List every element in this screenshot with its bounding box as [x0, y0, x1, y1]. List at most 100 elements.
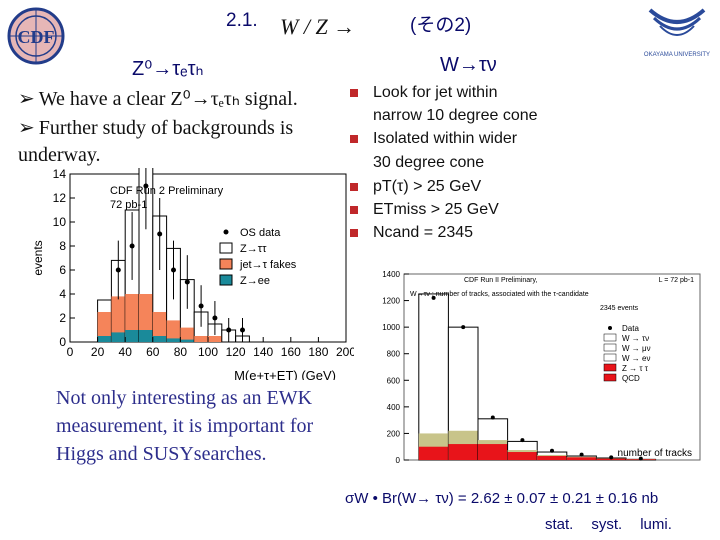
- left-bullet-2-cont: underway.: [18, 144, 101, 166]
- data-point: [609, 455, 614, 460]
- legend-label: Z→ee: [240, 275, 270, 287]
- okayama-logo: OKAYAMA UNIVERSITY: [644, 8, 710, 58]
- data-point: [638, 456, 643, 461]
- x-tick-label: 80: [174, 345, 188, 359]
- y-tick-label: 10: [53, 215, 67, 229]
- x-tick-label: 120: [226, 345, 246, 359]
- data-point: [240, 327, 245, 333]
- bar-jet-fakes: [152, 312, 167, 342]
- right-bullet-1-cont: narrow 10 degree cone: [373, 107, 538, 124]
- legend-label: jet→τ fakes: [239, 259, 297, 271]
- data-point: [129, 243, 135, 249]
- y-tick-label: 200: [387, 429, 401, 438]
- legend-label: W → τν: [622, 334, 649, 343]
- square-bullet-icon: [350, 228, 358, 237]
- left-bullet-2: ➢ Further study of backgrounds is: [18, 115, 293, 140]
- data-point: [212, 315, 218, 321]
- chart-subtitle: W→τν : number of tracks, associated with…: [410, 291, 589, 298]
- bar-zee: [111, 332, 126, 342]
- arrow-bullet-icon: ➢: [18, 117, 35, 139]
- bar-zee: [139, 330, 153, 342]
- legend-swatch: [219, 258, 233, 270]
- bar-zee: [97, 336, 112, 342]
- data-point: [143, 183, 149, 189]
- data-point: [431, 295, 436, 300]
- legend-label: OS data: [240, 227, 281, 239]
- bar-jet-fakes: [111, 296, 126, 342]
- bar-qcd: [478, 444, 508, 460]
- x-tick-label: 180: [308, 345, 328, 359]
- syst-label: syst.: [591, 516, 623, 533]
- data-point: [490, 415, 495, 420]
- uncertainty-labels: stat. syst. lumi.: [545, 516, 690, 533]
- y-tick-label: 1200: [382, 297, 400, 306]
- z-tau-tau-histogram: 0 20 40 60 80 100 120 140 160 180 200 0 2 4 6 8 10 12 14 ev…: [31, 168, 354, 380]
- left-bullet-1: ➢ We have a clear Z⁰→τₑτₕ signal.: [18, 86, 298, 111]
- data-point: [226, 327, 232, 333]
- bar-qcd: [507, 452, 538, 460]
- data-point: [461, 325, 466, 330]
- data-point: [579, 452, 584, 457]
- data-point: [184, 279, 190, 285]
- y-tick-label: 400: [387, 403, 401, 412]
- y-tick-label: 1000: [382, 323, 400, 332]
- x-tick-label: 140: [253, 345, 273, 359]
- legend-label: QCD: [622, 374, 640, 383]
- lumi-label: lumi.: [640, 516, 672, 533]
- legend-marker: [223, 229, 229, 235]
- right-bullet-4: ETmiss > 25 GeV: [350, 201, 499, 219]
- data-point: [550, 448, 554, 453]
- legend-label: W → μν: [622, 344, 651, 353]
- y-tick-label: 4: [59, 287, 66, 301]
- y-tick-label: 14: [53, 168, 67, 181]
- right-bullet-5: Ncand = 2345: [350, 224, 473, 242]
- data-point: [115, 267, 121, 273]
- cdf-logo: CDF: [7, 7, 65, 65]
- right-bullet-1: Look for jet within: [350, 84, 498, 102]
- legend-swatch: [219, 274, 233, 286]
- square-bullet-icon: [350, 88, 358, 97]
- left-bullet-2-text: Further study of backgrounds is: [38, 117, 294, 139]
- bar-jet-fakes: [180, 327, 195, 342]
- right-bullet-2: Isolated within wider: [350, 130, 517, 148]
- data-point: [171, 267, 176, 273]
- x-tick-label: 100: [198, 345, 218, 359]
- legend-swatch: [603, 353, 617, 362]
- events-count: 2345 events: [600, 305, 639, 312]
- bar-zee: [125, 330, 139, 342]
- cdf-logo-text: CDF: [18, 27, 55, 47]
- bar-zee: [180, 339, 195, 342]
- y-axis-label: events: [31, 240, 45, 275]
- x-tick-label: 40: [119, 345, 133, 359]
- bar-jet-fakes: [166, 320, 181, 342]
- square-bullet-icon: [350, 182, 358, 191]
- x-tick-label: 160: [281, 345, 301, 359]
- x-tick-label: 0: [67, 345, 74, 359]
- slide-title-suffix: (その2): [410, 15, 472, 36]
- chart-title: CDF Run II Preliminary,: [464, 277, 537, 284]
- square-bullet-icon: [350, 205, 358, 214]
- x-axis-label: M(e+τ+ET) (GeV): [234, 368, 336, 380]
- bar-qcd: [448, 444, 478, 460]
- w-tau-nu-track-histogram: 0 200 400 600 800 1000 1200 1400 CDF Run II Prel…: [382, 270, 701, 465]
- legend-label: Data: [622, 324, 639, 333]
- y-tick-label: 6: [59, 263, 66, 277]
- bar-jet-fakes: [97, 312, 112, 342]
- stat-label: stat.: [545, 516, 574, 533]
- slide-number: 2.1.: [226, 10, 258, 31]
- data-point: [198, 303, 204, 309]
- bar-jet-fakes: [208, 336, 222, 342]
- y-tick-label: 12: [53, 191, 67, 205]
- legend-label: W → eν: [622, 354, 650, 363]
- x-tick-label: 200: [336, 345, 354, 359]
- bar-qcd: [537, 456, 567, 460]
- bar-qcd: [418, 446, 449, 460]
- y-tick-label: 2: [59, 311, 66, 325]
- square-bullet-icon: [350, 134, 358, 143]
- y-tick-label: 0: [396, 456, 401, 465]
- y-tick-label: 8: [59, 239, 66, 253]
- legend-swatch: [603, 363, 617, 372]
- x-axis-label: number of tracks: [618, 448, 692, 459]
- slide-title-formula: W / Z →: [280, 14, 356, 39]
- data-point: [157, 231, 163, 237]
